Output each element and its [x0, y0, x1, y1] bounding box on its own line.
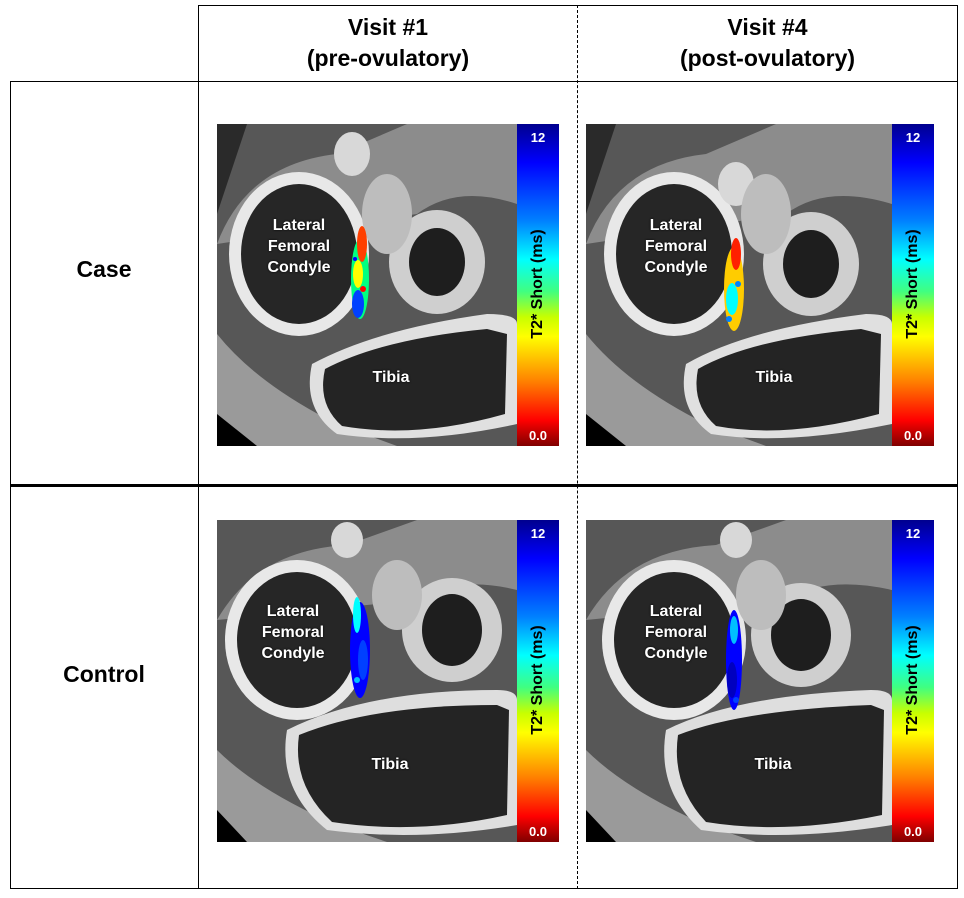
grid-column-divider — [577, 5, 578, 889]
knee-mri-image — [586, 520, 892, 842]
tibia-label: Tibia — [350, 754, 430, 775]
column-title-line1: Visit #1 — [199, 12, 577, 43]
femur-label-line2: Femoral — [244, 236, 354, 257]
colorbar-title: T2* Short (ms) — [904, 229, 922, 338]
femur-label-line3: Condyle — [621, 257, 731, 278]
colorbar-min-label: 0.0 — [892, 824, 934, 839]
femur-label-line2: Femoral — [238, 622, 348, 643]
femoral-condyle-label: Lateral Femoral Condyle — [244, 215, 354, 278]
colorbar-max-label: 12 — [892, 526, 934, 541]
colorbar: 12 T2* Short (ms) 0.0 — [517, 520, 559, 842]
femur-label-line1: Lateral — [238, 601, 348, 622]
colorbar: 12 T2* Short (ms) 0.0 — [892, 520, 934, 842]
knee-mri-image — [586, 124, 892, 446]
grid-row-divider — [10, 484, 958, 487]
femoral-condyle-label: Lateral Femoral Condyle — [621, 601, 731, 664]
femur-label-line2: Femoral — [621, 236, 731, 257]
column-title-line1: Visit #4 — [578, 12, 957, 43]
colorbar-title: T2* Short (ms) — [529, 625, 547, 734]
tibia-label: Tibia — [351, 367, 431, 388]
column-title-line2: (pre-ovulatory) — [199, 43, 577, 74]
colorbar-min-label: 0.0 — [517, 824, 559, 839]
colorbar-title: T2* Short (ms) — [529, 229, 547, 338]
colorbar-min-label: 0.0 — [517, 428, 559, 443]
tibia-label: Tibia — [734, 367, 814, 388]
tibia-label: Tibia — [733, 754, 813, 775]
column-header-visit4: Visit #4 (post-ovulatory) — [578, 12, 957, 74]
grid-header-line — [10, 81, 958, 82]
column-header-visit1: Visit #1 (pre-ovulatory) — [199, 12, 577, 74]
row-label-control: Control — [11, 661, 197, 688]
mri-panel-case-visit1: Lateral Femoral Condyle Tibia 12 T2* Sho… — [217, 124, 559, 446]
mri-panel-case-visit4: Lateral Femoral Condyle Tibia 12 T2* Sho… — [586, 124, 934, 446]
colorbar-min-label: 0.0 — [892, 428, 934, 443]
femoral-condyle-label: Lateral Femoral Condyle — [621, 215, 731, 278]
colorbar-title: T2* Short (ms) — [904, 625, 922, 734]
grid-bottom-line — [10, 888, 958, 889]
colorbar: 12 T2* Short (ms) 0.0 — [892, 124, 934, 446]
femur-label-line3: Condyle — [621, 643, 731, 664]
femoral-condyle-label: Lateral Femoral Condyle — [238, 601, 348, 664]
grid-right-line — [957, 5, 958, 889]
femur-label-line1: Lateral — [621, 601, 731, 622]
femur-label-line2: Femoral — [621, 622, 731, 643]
colorbar-max-label: 12 — [517, 130, 559, 145]
colorbar-max-label: 12 — [517, 526, 559, 541]
grid-top-line — [198, 5, 958, 6]
femur-label-line1: Lateral — [244, 215, 354, 236]
mri-panel-control-visit4: Lateral Femoral Condyle Tibia 12 T2* Sho… — [586, 520, 934, 842]
mri-panel-control-visit1: Lateral Femoral Condyle Tibia 12 T2* Sho… — [217, 520, 559, 842]
colorbar-max-label: 12 — [892, 130, 934, 145]
column-title-line2: (post-ovulatory) — [578, 43, 957, 74]
femur-label-line1: Lateral — [621, 215, 731, 236]
row-label-case: Case — [11, 256, 197, 283]
grid-left-line — [10, 81, 11, 889]
knee-mri-image — [217, 520, 517, 842]
femur-label-line3: Condyle — [238, 643, 348, 664]
femur-label-line3: Condyle — [244, 257, 354, 278]
knee-mri-image — [217, 124, 517, 446]
grid-label-line — [198, 5, 199, 889]
colorbar: 12 T2* Short (ms) 0.0 — [517, 124, 559, 446]
